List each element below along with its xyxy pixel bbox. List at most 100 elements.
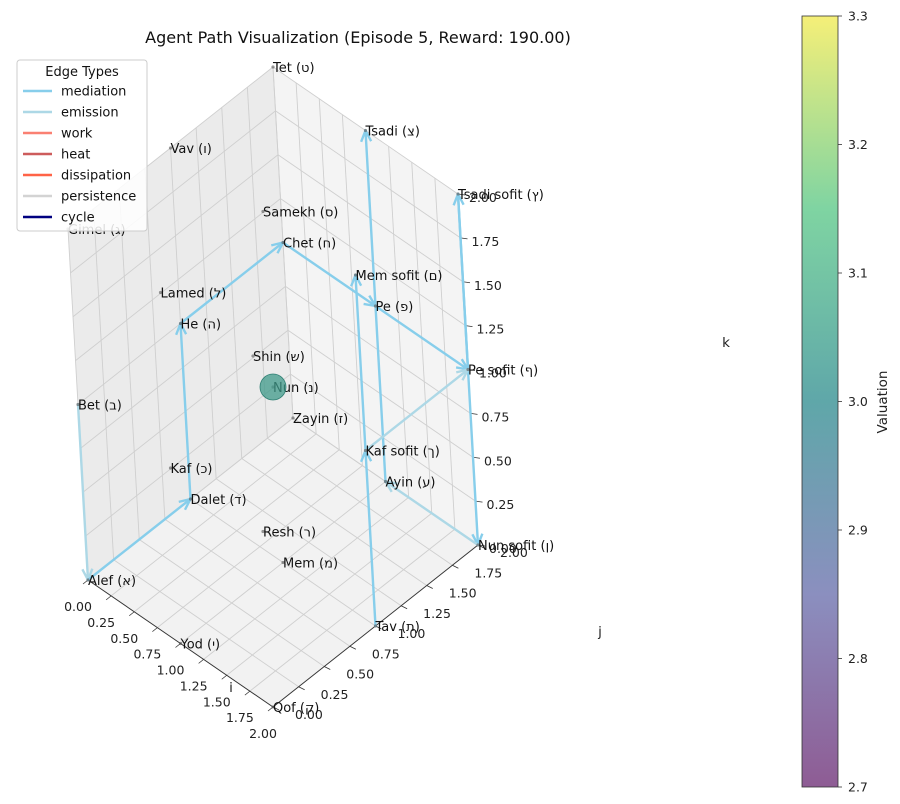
chart-title: Agent Path Visualization (Episode 5, Rew… [145,28,571,47]
node-label: Shin (ש) [253,350,305,365]
colorbar-tick-label: 2.9 [848,523,868,538]
node-label: Ayin (ע) [386,476,436,491]
node-dot [281,560,285,565]
y-axis-label: j [597,624,602,640]
y-tick-label: 0.75 [372,646,400,661]
node-dot [353,273,358,277]
x-axis-label: i [229,680,233,696]
node-dot [291,416,295,420]
x-tick-label: 0.75 [133,647,161,662]
floor-grid-line [249,528,456,692]
node-dot [251,354,255,358]
node-label: Tet (ט) [272,61,315,76]
colorbar-label: Valuation [875,371,891,434]
x-tick-label: 2.00 [249,726,277,741]
node-label: Pe sofit (ף) [468,364,538,379]
node-dot [76,402,80,407]
node-dot [158,290,163,295]
node-dot [466,367,470,372]
node-dot [476,543,480,547]
colorbar-tick-label: 3.1 [848,266,868,281]
y-tick-label: 2.00 [500,545,528,560]
node-dot [271,65,275,69]
legend-frame [16,59,148,232]
z-tick-label: 1.00 [479,366,507,381]
node-label: Tsadi (צ) [365,125,420,140]
left-wall-grid-line [75,198,281,361]
legend-entry-label: emission [61,106,119,121]
node-label: Tav (ת) [375,620,420,635]
y-tick-mark [426,585,433,589]
path-edge [179,241,285,325]
path-edge [364,449,377,628]
z-tick-label: 2.00 [469,190,497,205]
floor-grid-line [215,478,402,607]
node-dot [383,479,388,484]
legend: Edge Types mediation emission work heat diss… [16,59,148,232]
z-tick-label: 1.75 [472,234,500,249]
colorbar: 2.7 2.8 2.9 3.0 3.1 3.2 3.3 Valuation [801,9,891,795]
node-dot [373,624,378,628]
x-tick-mark [198,659,204,664]
node-label: He (ה) [181,318,222,333]
z-tick-label: 0.75 [482,409,510,424]
y-tick-label: 0.25 [321,687,349,702]
colorbar-gradient [801,15,839,788]
colorbar-tick-label: 3.3 [848,9,868,24]
node-dot [271,705,275,709]
node-dot [373,304,378,308]
node-dot [168,146,173,150]
x-tick-label: 0.25 [87,615,115,630]
x-tick-label: 1.50 [203,694,231,709]
z-tick-label: 1.25 [477,322,505,337]
node-dot [86,578,90,582]
node-label: Yod (י) [180,638,221,653]
node-label: Tsadi sofit (ץ) [457,188,544,203]
legend-entry-label: mediation [61,85,126,100]
z-tick-label: 1.50 [474,278,502,293]
node-label: Dalet (ד) [191,493,247,508]
y-tick-mark [298,686,305,691]
left-wall-grid-line [70,110,276,274]
y-tick-mark [400,605,408,610]
node-label: Zayin (ז) [293,412,348,427]
y-tick-label: 0.00 [295,707,323,722]
legend-title: Edge Types [45,65,119,80]
y-tick-mark [349,645,357,650]
graph-nodes: Alef (א)Bet (ב)Gimel (ג)Dalet (ד)He (ה)V… [66,61,554,716]
x-tick-mark [129,611,135,617]
z-tick-label: 0.50 [484,453,512,468]
node-label: Mem (מ) [283,557,338,572]
z-axis-label: k [722,335,730,351]
axis-ticks: 0.000.250.500.751.001.251.501.752.000.00… [64,190,528,741]
x-tick-label: 0.00 [64,599,92,614]
x-tick-label: 0.50 [110,631,138,646]
node-dot [456,192,460,196]
y-tick-label: 1.00 [398,626,426,641]
legend-entry-label: work [61,127,93,142]
node-label: Nun sofit (ן) [478,539,554,554]
floor-grid-line [226,512,433,676]
node-label: Chet (ח) [283,237,336,252]
node-dot [363,128,368,133]
path-edge [86,497,192,582]
y-tick-mark [324,666,331,670]
x-tick-mark [152,627,158,632]
z-tick-label: 0.25 [487,497,515,512]
path-edge [281,241,377,308]
node-dot [261,209,265,214]
node-dot [178,321,183,326]
path-edge [374,304,470,371]
node-dot [281,240,285,245]
floor-grid-line [203,497,409,660]
path-edge [76,403,90,582]
current-node-marker [259,373,287,401]
node-label: Bet (ב) [78,399,122,414]
y-tick-label: 0.50 [346,667,374,682]
node-label: Lamed (ל) [161,287,227,302]
path-edge [179,322,192,501]
x-tick-mark [244,690,251,696]
z-tick-label: 0.00 [489,541,517,556]
node-label: Mem sofit (ם) [356,269,443,284]
